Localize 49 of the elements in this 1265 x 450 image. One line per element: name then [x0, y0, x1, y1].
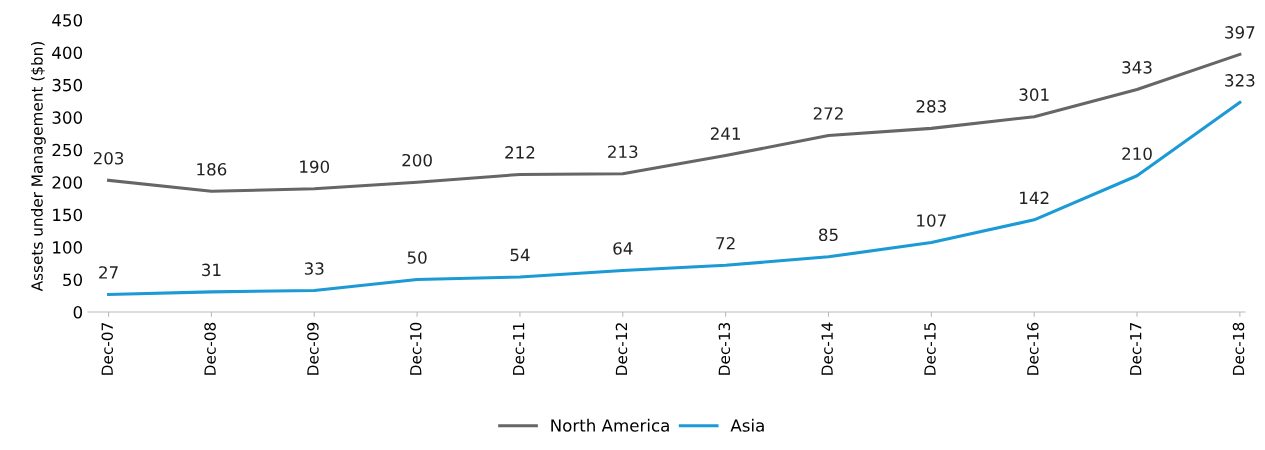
y-tick-label: 0: [73, 305, 83, 319]
data-label: 54: [510, 248, 530, 262]
data-label: 283: [916, 100, 946, 113]
y-tick-label: 100: [53, 241, 83, 254]
data-label: 186: [197, 162, 227, 176]
y-tick-label: 50: [63, 273, 83, 287]
y-tick-label: 450: [52, 13, 83, 27]
x-tick-label: Dec-07: [101, 323, 113, 375]
x-tick-label: Dec-18: [1232, 322, 1245, 375]
x-tick-label: Dec-11: [513, 323, 525, 375]
data-label: 343: [1122, 61, 1152, 74]
x-tick-label: Dec-14: [821, 322, 833, 375]
data-label: 397: [1225, 26, 1255, 39]
data-label: 301: [1019, 88, 1049, 101]
legend-label: North America: [551, 418, 669, 432]
y-tick-label: 150: [53, 208, 83, 222]
y-tick-label: 350: [52, 78, 83, 92]
x-tick-label: Dec-15: [924, 323, 936, 375]
y-axis-title: Assets under Management ($bn): [30, 41, 46, 292]
data-label: 213: [608, 145, 638, 159]
data-label: 50: [407, 251, 427, 264]
x-tick-label: Dec-08: [204, 322, 216, 375]
y-tick-label: 200: [52, 176, 83, 189]
x-tick-label: Dec-17: [1130, 323, 1142, 375]
x-tick-label: Dec-10: [409, 322, 422, 375]
data-label: 200: [402, 153, 432, 167]
legend-label: Asia: [730, 418, 764, 432]
data-label: 107: [917, 214, 946, 227]
data-label: 210: [1122, 147, 1152, 160]
data-label: 64: [613, 242, 633, 255]
x-tick-label: Dec-12: [615, 323, 628, 375]
y-tick-label: 400: [52, 46, 83, 60]
data-label: 272: [813, 107, 843, 120]
data-label: 323: [1225, 74, 1255, 87]
data-label: 241: [710, 127, 740, 140]
data-label: 85: [819, 228, 838, 242]
data-label: 72: [716, 236, 735, 250]
x-tick-label: Dec-09: [307, 322, 319, 375]
data-label: 203: [93, 151, 124, 165]
data-label: 190: [300, 160, 330, 173]
y-tick-label: 250: [52, 143, 83, 157]
data-label: 31: [202, 263, 221, 277]
x-tick-label: Dec-13: [718, 322, 731, 375]
data-label: 142: [1020, 191, 1049, 204]
data-label: 212: [505, 146, 535, 159]
data-label: 27: [99, 266, 118, 279]
data-label: 33: [304, 262, 324, 275]
y-tick-label: 300: [52, 111, 83, 124]
x-tick-label: Dec-16: [1027, 322, 1039, 375]
